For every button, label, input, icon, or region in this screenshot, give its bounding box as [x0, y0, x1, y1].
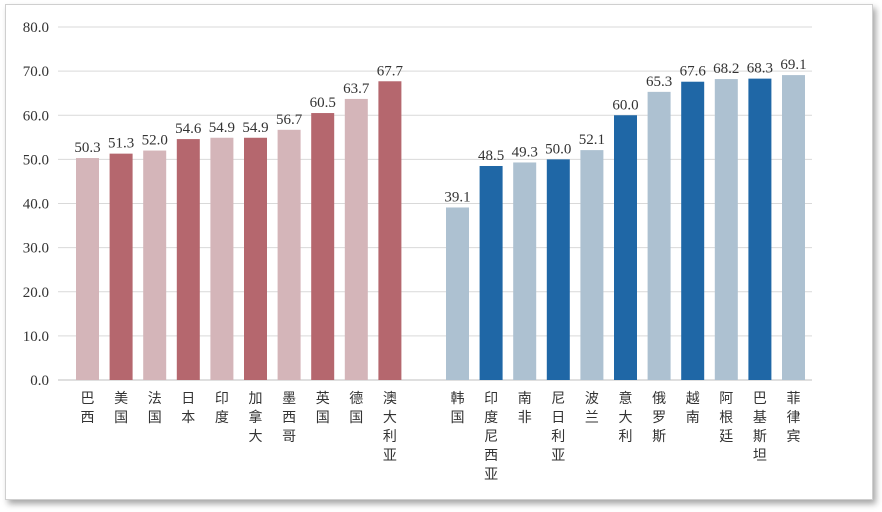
bar [76, 158, 99, 380]
bar [277, 129, 301, 380]
x-tick-label: 日本 [181, 391, 195, 426]
x-tick-label: 墨西哥 [282, 391, 296, 445]
bar [446, 207, 469, 380]
x-tick-label: 俄罗斯 [652, 391, 666, 445]
bar [143, 150, 167, 380]
y-tick-label: 40.0 [23, 197, 49, 213]
bar [513, 162, 537, 380]
bar [614, 115, 637, 380]
data-label: 60.0 [612, 97, 638, 113]
y-tick-label: 80.0 [23, 20, 49, 36]
bar [244, 137, 267, 380]
x-tick-label: 印度 [215, 391, 229, 426]
data-label: 63.7 [343, 81, 370, 97]
x-tick-label: 南非 [518, 391, 532, 426]
data-label: 60.5 [310, 95, 336, 111]
data-label: 50.0 [545, 141, 571, 157]
x-tick-label: 法国 [148, 391, 162, 426]
y-tick-label: 60.0 [23, 108, 49, 124]
x-tick-label: 尼日利亚 [551, 391, 565, 464]
bar [647, 91, 671, 381]
bar [681, 81, 705, 380]
x-tick-label: 德国 [349, 391, 363, 426]
bar [782, 75, 805, 380]
data-label: 67.7 [377, 63, 404, 79]
x-tick-label: 加拿大 [249, 391, 263, 445]
x-tick-label: 意大利 [619, 390, 633, 445]
x-tick-label: 阿根廷 [719, 391, 733, 445]
y-tick-label: 30.0 [23, 241, 49, 257]
bar [748, 78, 772, 380]
x-tick-label: 英国 [316, 390, 330, 426]
y-tick-label: 10.0 [23, 329, 49, 345]
data-label: 68.3 [747, 61, 773, 77]
data-label: 48.5 [478, 148, 504, 164]
data-label: 51.3 [108, 136, 134, 152]
y-tick-label: 0.0 [30, 373, 49, 389]
bar [344, 98, 368, 380]
data-label: 69.1 [780, 57, 806, 73]
x-tick-label: 印度尼西亚 [484, 391, 498, 483]
data-label: 54.6 [175, 121, 202, 137]
data-label: 52.0 [142, 133, 168, 149]
data-label: 39.1 [444, 189, 470, 205]
data-label: 68.2 [713, 61, 739, 77]
bar [580, 150, 604, 380]
data-label: 56.7 [276, 112, 303, 128]
bar [546, 159, 570, 380]
data-label: 54.9 [209, 120, 235, 136]
data-label: 52.1 [579, 132, 605, 148]
x-tick-label: 韩国 [451, 391, 465, 426]
bar [714, 79, 738, 380]
bar [311, 113, 335, 380]
data-label: 67.6 [680, 64, 707, 80]
x-tick-label: 波兰 [585, 391, 599, 426]
bar [378, 81, 402, 381]
y-tick-label: 20.0 [23, 285, 49, 301]
bar [210, 137, 234, 380]
bar [176, 139, 200, 380]
bar [479, 165, 503, 380]
y-tick-label: 70.0 [23, 64, 49, 80]
data-label: 49.3 [512, 144, 538, 160]
y-tick-label: 50.0 [23, 152, 49, 168]
x-tick-label: 澳大利亚 [383, 391, 397, 464]
data-label: 65.3 [646, 74, 672, 90]
data-label: 50.3 [74, 140, 100, 156]
data-label: 54.9 [242, 120, 268, 136]
bar [109, 153, 133, 380]
x-tick-label: 巴基斯坦 [753, 391, 767, 464]
x-tick-label: 巴西 [81, 391, 95, 426]
x-tick-label: 美国 [114, 391, 128, 426]
x-tick-label: 越南 [686, 391, 700, 426]
x-tick-label: 菲律宾 [787, 391, 801, 445]
